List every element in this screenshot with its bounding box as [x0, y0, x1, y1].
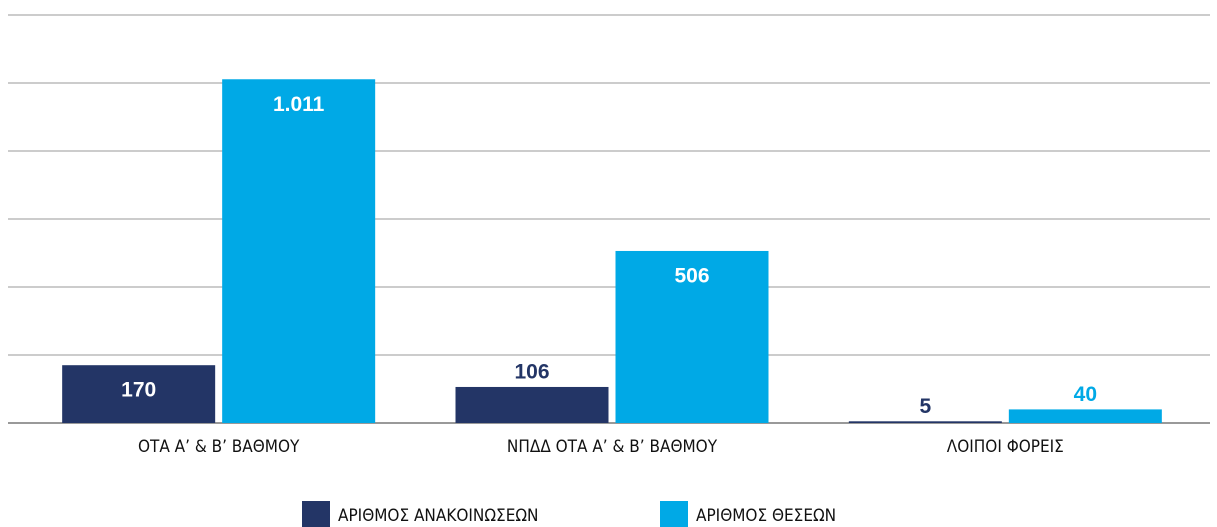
legend-label: ΑΡΙΘΜΟΣ ΘΕΣΕΩΝ [696, 506, 836, 526]
value-label: 1.011 [273, 93, 325, 116]
value-label: 506 [674, 265, 709, 288]
legend-swatch [660, 501, 688, 527]
x-tick-label: ΟΤΑ Α’ & Β’ ΒΑΘΜΟΥ [138, 437, 300, 457]
bar [1008, 409, 1162, 423]
bar [62, 365, 216, 423]
value-label: 170 [121, 379, 156, 402]
legend-label: ΑΡΙΘΜΟΣ ΑΝΑΚΟΙΝΩΣΕΩΝ [338, 506, 538, 526]
x-tick-label: ΝΠΔΔ ΟΤΑ Α’ & Β’ ΒΑΘΜΟΥ [507, 437, 718, 457]
bar [615, 250, 769, 423]
value-label: 106 [514, 361, 549, 384]
bar [455, 386, 609, 423]
bar [222, 79, 376, 423]
value-label: 5 [919, 395, 931, 418]
x-tick-label: ΛΟΙΠΟΙ ΦΟΡΕΙΣ [947, 437, 1064, 457]
bar [848, 421, 1002, 423]
value-label: 40 [1074, 383, 1097, 406]
legend-swatch [302, 501, 330, 527]
